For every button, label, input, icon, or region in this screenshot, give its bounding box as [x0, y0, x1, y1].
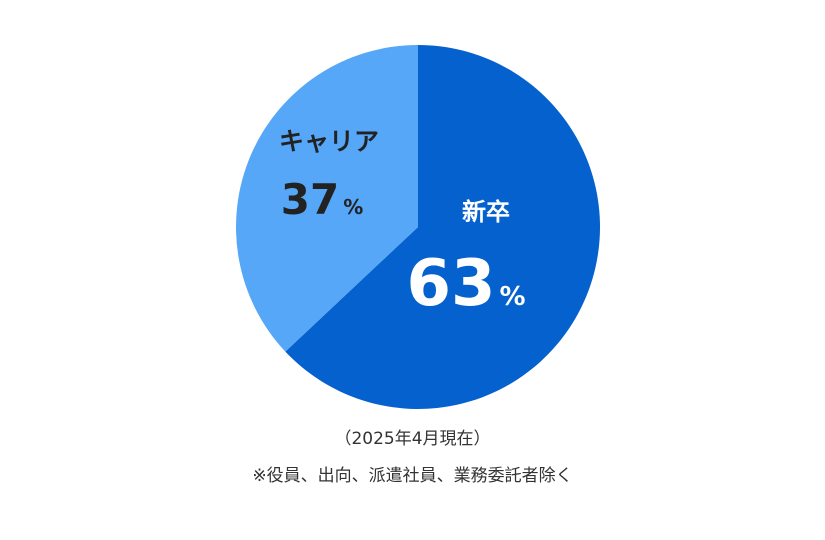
slice-value-number-1: 37 [281, 175, 339, 224]
slice-value-unit-1: % [343, 195, 363, 219]
date-note: （2025年4月現在） [334, 429, 491, 449]
slice-value-label-1: 37% [281, 175, 364, 224]
slice-value-number-0: 63 [406, 247, 495, 321]
slice-name-label-1: キャリア [279, 127, 379, 156]
slice-value-unit-0: % [500, 282, 526, 312]
exclusion-note: ※役員、出向、派遣社員、業務委託者除く [252, 466, 573, 486]
pie-labels: 新卒 63 % キャリア 37% [279, 127, 526, 321]
pie-slice-1 [235, 45, 418, 352]
slice-value-label-0: 63% [406, 247, 525, 321]
slice-name-label-0: 新卒 [462, 198, 510, 226]
pie-slice-0 [285, 45, 600, 409]
pie-slices [235, 45, 600, 409]
